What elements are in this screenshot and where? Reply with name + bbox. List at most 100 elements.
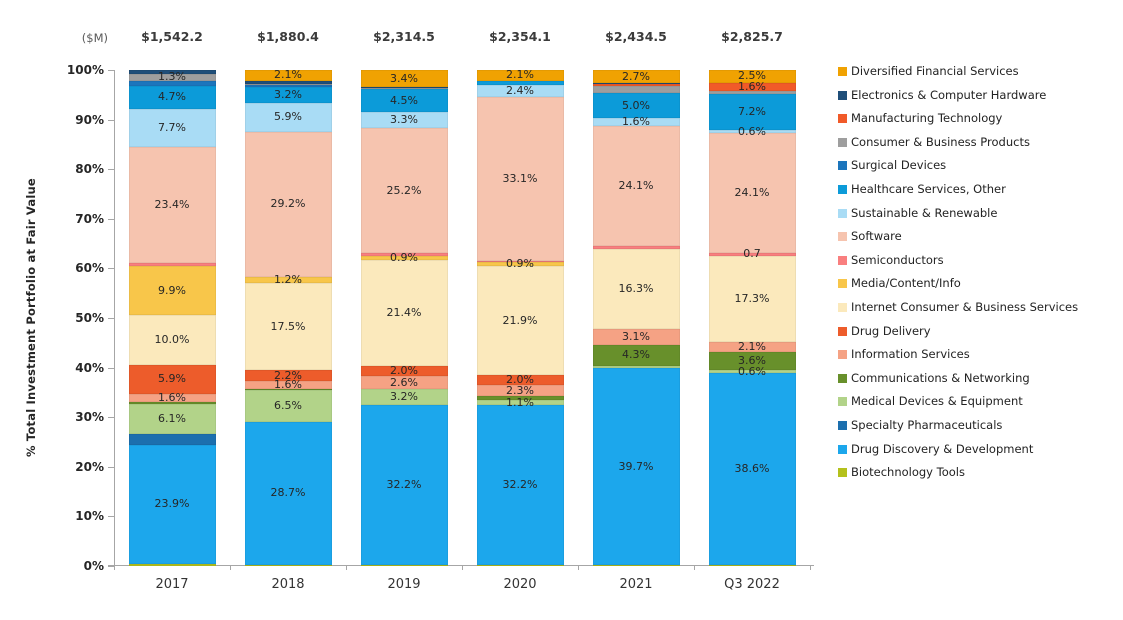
bar-segment: 4.3% bbox=[592, 344, 680, 367]
bar-segment: 2.4% bbox=[476, 84, 564, 97]
bar-segment: 7.7% bbox=[128, 108, 216, 147]
segment-label: 2.0% bbox=[390, 364, 418, 378]
bar-segment bbox=[244, 80, 332, 84]
segment-label: 0.7 bbox=[743, 247, 761, 261]
y-tick-label: 70% bbox=[75, 211, 104, 226]
segment-label: 1.6% bbox=[622, 115, 650, 129]
bar-segment bbox=[592, 83, 680, 85]
y-tick-mark bbox=[108, 318, 114, 319]
segment-label: 28.7% bbox=[270, 486, 306, 500]
legend-item-label: Specialty Pharmaceuticals bbox=[851, 417, 1003, 432]
segment-label: 2.7% bbox=[622, 69, 650, 83]
bar-segment: 4.5% bbox=[360, 89, 448, 112]
bar-segment: 29.2% bbox=[244, 132, 332, 277]
legend-item: Diversified Financial Services bbox=[838, 65, 1078, 77]
segment-label: 21.9% bbox=[502, 313, 538, 327]
bar-segment: 2.6% bbox=[360, 375, 448, 389]
segment-label: 4.3% bbox=[622, 348, 650, 362]
segment-label: 3.1% bbox=[622, 330, 650, 344]
segment-label: 2.6% bbox=[390, 375, 418, 389]
bar-segment: 2.0% bbox=[476, 373, 564, 387]
segment-label: 33.1% bbox=[502, 171, 538, 185]
bar-segment bbox=[592, 84, 680, 86]
bar-segment bbox=[360, 565, 448, 566]
bar-segment: 9.9% bbox=[128, 266, 216, 316]
segment-label: 3.2% bbox=[274, 87, 302, 101]
bar-total-label: $1,880.4 bbox=[257, 29, 319, 44]
legend-swatch-icon bbox=[838, 444, 847, 454]
stacked-bar: 2.1% 2.4% 33.1% 0.9% 21.9% 2.0% 2.3% 1.1% 32.2% bbox=[476, 68, 564, 566]
y-tick-mark bbox=[108, 218, 114, 220]
y-tick-mark bbox=[108, 516, 114, 518]
legend-swatch-icon bbox=[838, 350, 847, 360]
legend-item: Consumer & Business Products bbox=[838, 136, 1078, 148]
bar-segment: 3.4% bbox=[360, 70, 448, 87]
segment-label: 25.2% bbox=[386, 183, 422, 197]
bar-slot: 2.7% 5.0% 1.6% 24.1% 16.3% 3.1% 4.3% 39.7% bbox=[578, 70, 694, 566]
segment-label: 2.0% bbox=[506, 373, 534, 387]
bar-segment bbox=[592, 366, 680, 369]
y-tick-label: 50% bbox=[75, 311, 104, 325]
bar-total-label: $2,434.5 bbox=[605, 29, 667, 44]
bar-segment: 6.5% bbox=[244, 389, 332, 423]
legend-item: Internet Consumer & Business Services bbox=[838, 301, 1078, 313]
legend-item-label: Drug Discovery & Development bbox=[851, 441, 1034, 456]
legend-swatch-icon bbox=[838, 255, 847, 265]
legend-swatch-icon bbox=[838, 184, 847, 194]
bar-segment: 2.1% bbox=[476, 68, 564, 82]
y-tick-mark bbox=[108, 566, 114, 567]
y-tick-label: 0% bbox=[83, 559, 104, 573]
x-axis-category-label: 2020 bbox=[503, 577, 537, 592]
legend-item: Medical Devices & Equipment bbox=[838, 396, 1078, 407]
segment-label: 4.5% bbox=[390, 93, 418, 107]
segment-label: 1.3% bbox=[158, 70, 186, 84]
legend-swatch-icon bbox=[838, 373, 847, 383]
x-tick-mark bbox=[810, 565, 811, 570]
segment-label: 2.1% bbox=[506, 68, 534, 82]
bar-segment bbox=[476, 396, 564, 400]
segment-label: 24.1% bbox=[734, 185, 770, 199]
segment-label: 3.4% bbox=[390, 71, 418, 85]
bar-segment: 5.9% bbox=[244, 102, 332, 133]
bar-segment bbox=[708, 91, 796, 95]
bar-segment: 7.2% bbox=[708, 94, 796, 131]
legend-item-label: Media/Content/Info bbox=[851, 276, 961, 291]
legend-swatch-icon bbox=[838, 326, 847, 336]
x-axis-category-label: 2019 bbox=[387, 577, 421, 592]
bar-segment: 38.6% bbox=[708, 373, 796, 565]
legend-item-label: Medical Devices & Equipment bbox=[851, 394, 1023, 409]
x-axis-category-label: Q3 2022 bbox=[724, 577, 780, 592]
segment-label: 21.4% bbox=[386, 306, 422, 320]
segment-label: 1.1% bbox=[506, 395, 534, 409]
bar-segment: 2.0% bbox=[360, 364, 448, 378]
bar-segment: 5.0% bbox=[592, 93, 680, 119]
legend-item: Semiconductors bbox=[838, 254, 1078, 266]
bar-segment: 1.6% bbox=[244, 379, 332, 391]
stacked-bar: 2.7% 5.0% 1.6% 24.1% 16.3% 3.1% 4.3% 39.7% bbox=[592, 69, 680, 566]
legend-item: Electronics & Computer Hardware bbox=[838, 89, 1078, 101]
bar-slot: 1.3% 4.7% 7.7% 23.4% 9.9% 10.0% 5.9% 1.6% 6.1% 23… bbox=[114, 70, 230, 566]
x-axis-category-label: 2017 bbox=[155, 577, 189, 592]
y-tick-mark bbox=[108, 367, 114, 369]
legend-item-label: Manufacturing Technology bbox=[851, 111, 1003, 126]
segment-label: 4.7% bbox=[158, 90, 186, 104]
legend-item: Sustainable & Renewable bbox=[838, 207, 1078, 219]
segment-label: 1.6% bbox=[738, 80, 766, 94]
segment-label: 3.6% bbox=[738, 354, 766, 368]
bar-segment: 1.6% bbox=[128, 391, 216, 403]
bar-segment bbox=[592, 245, 680, 249]
segment-label: 3.2% bbox=[390, 390, 418, 404]
segment-label: 5.9% bbox=[274, 110, 302, 124]
segment-label: 7.2% bbox=[738, 105, 766, 119]
bar-total-label: $2,314.5 bbox=[373, 29, 435, 44]
y-tick-label: 100% bbox=[66, 63, 104, 77]
bar-segment bbox=[244, 564, 332, 566]
bar-segment bbox=[708, 564, 796, 566]
segment-label: 2.1% bbox=[274, 68, 302, 82]
legend-swatch-icon bbox=[838, 397, 847, 407]
bar-slot: 2.5% 1.6% 7.2% 0.6% 24.1% 0.7 17.3% 2.1% 3.6% 0.6… bbox=[694, 70, 810, 566]
y-tick-label: 40% bbox=[75, 360, 104, 375]
legend-item-label: Surgical Devices bbox=[851, 158, 947, 173]
legend-swatch-icon bbox=[838, 302, 847, 312]
